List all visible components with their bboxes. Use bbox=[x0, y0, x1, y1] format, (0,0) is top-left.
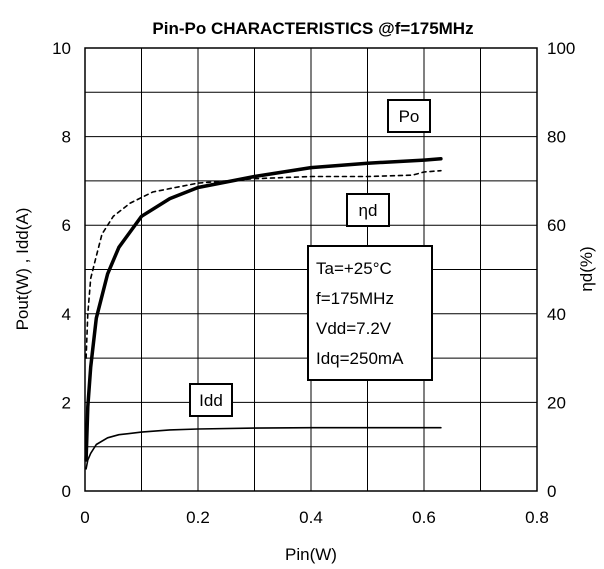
y2-tick-label: 80 bbox=[547, 128, 566, 147]
y-tick-label: 4 bbox=[62, 305, 71, 324]
po-label-box bbox=[387, 99, 431, 133]
y-axis-label: Pout(W) , Idd(A) bbox=[13, 208, 32, 331]
idd-label-box bbox=[189, 383, 233, 417]
condition-ta: Ta=+25°C bbox=[316, 259, 392, 278]
y-tick-label: 8 bbox=[62, 128, 71, 147]
condition-vdd: Vdd=7.2V bbox=[316, 319, 392, 338]
y-tick-label: 6 bbox=[62, 216, 71, 235]
y-tick-label: 2 bbox=[62, 393, 71, 412]
y-tick-label: 10 bbox=[52, 39, 71, 58]
y2-axis-label: ηd(%) bbox=[577, 246, 596, 291]
x-tick-label: 0.4 bbox=[299, 508, 323, 527]
chart-title: Pin-Po CHARACTERISTICS @f=175MHz bbox=[152, 19, 473, 38]
series-line-po bbox=[84, 157, 443, 462]
y2-axis-ticks: 0 20 40 60 80 100 bbox=[547, 39, 575, 501]
y2-tick-label: 100 bbox=[547, 39, 575, 58]
x-tick-label: 0 bbox=[80, 508, 89, 527]
y2-tick-label: 60 bbox=[547, 216, 566, 235]
y2-tick-label: 0 bbox=[547, 482, 556, 501]
y-axis-ticks: 0 2 4 6 8 10 bbox=[52, 39, 71, 501]
po-label: Po bbox=[399, 107, 420, 126]
x-tick-label: 0.8 bbox=[525, 508, 549, 527]
series-line-idd bbox=[85, 426, 442, 470]
eta-label: ηd bbox=[359, 201, 378, 220]
x-axis-ticks: 0 0.2 0.4 0.6 0.8 bbox=[80, 508, 549, 527]
series-line-eta bbox=[85, 169, 442, 359]
y2-tick-label: 20 bbox=[547, 393, 566, 412]
condition-f: f=175MHz bbox=[316, 289, 394, 308]
plot-frame bbox=[84, 47, 538, 492]
x-tick-label: 0.6 bbox=[412, 508, 436, 527]
x-axis-label: Pin(W) bbox=[285, 545, 337, 564]
condition-idq: Idq=250mA bbox=[316, 349, 404, 368]
y2-tick-label: 40 bbox=[547, 305, 566, 324]
y-tick-label: 0 bbox=[62, 482, 71, 501]
series-layer bbox=[84, 157, 443, 470]
conditions-box bbox=[307, 245, 433, 381]
x-tick-label: 0.2 bbox=[186, 508, 210, 527]
idd-label: Idd bbox=[199, 391, 223, 410]
eta-label-box bbox=[346, 193, 390, 227]
